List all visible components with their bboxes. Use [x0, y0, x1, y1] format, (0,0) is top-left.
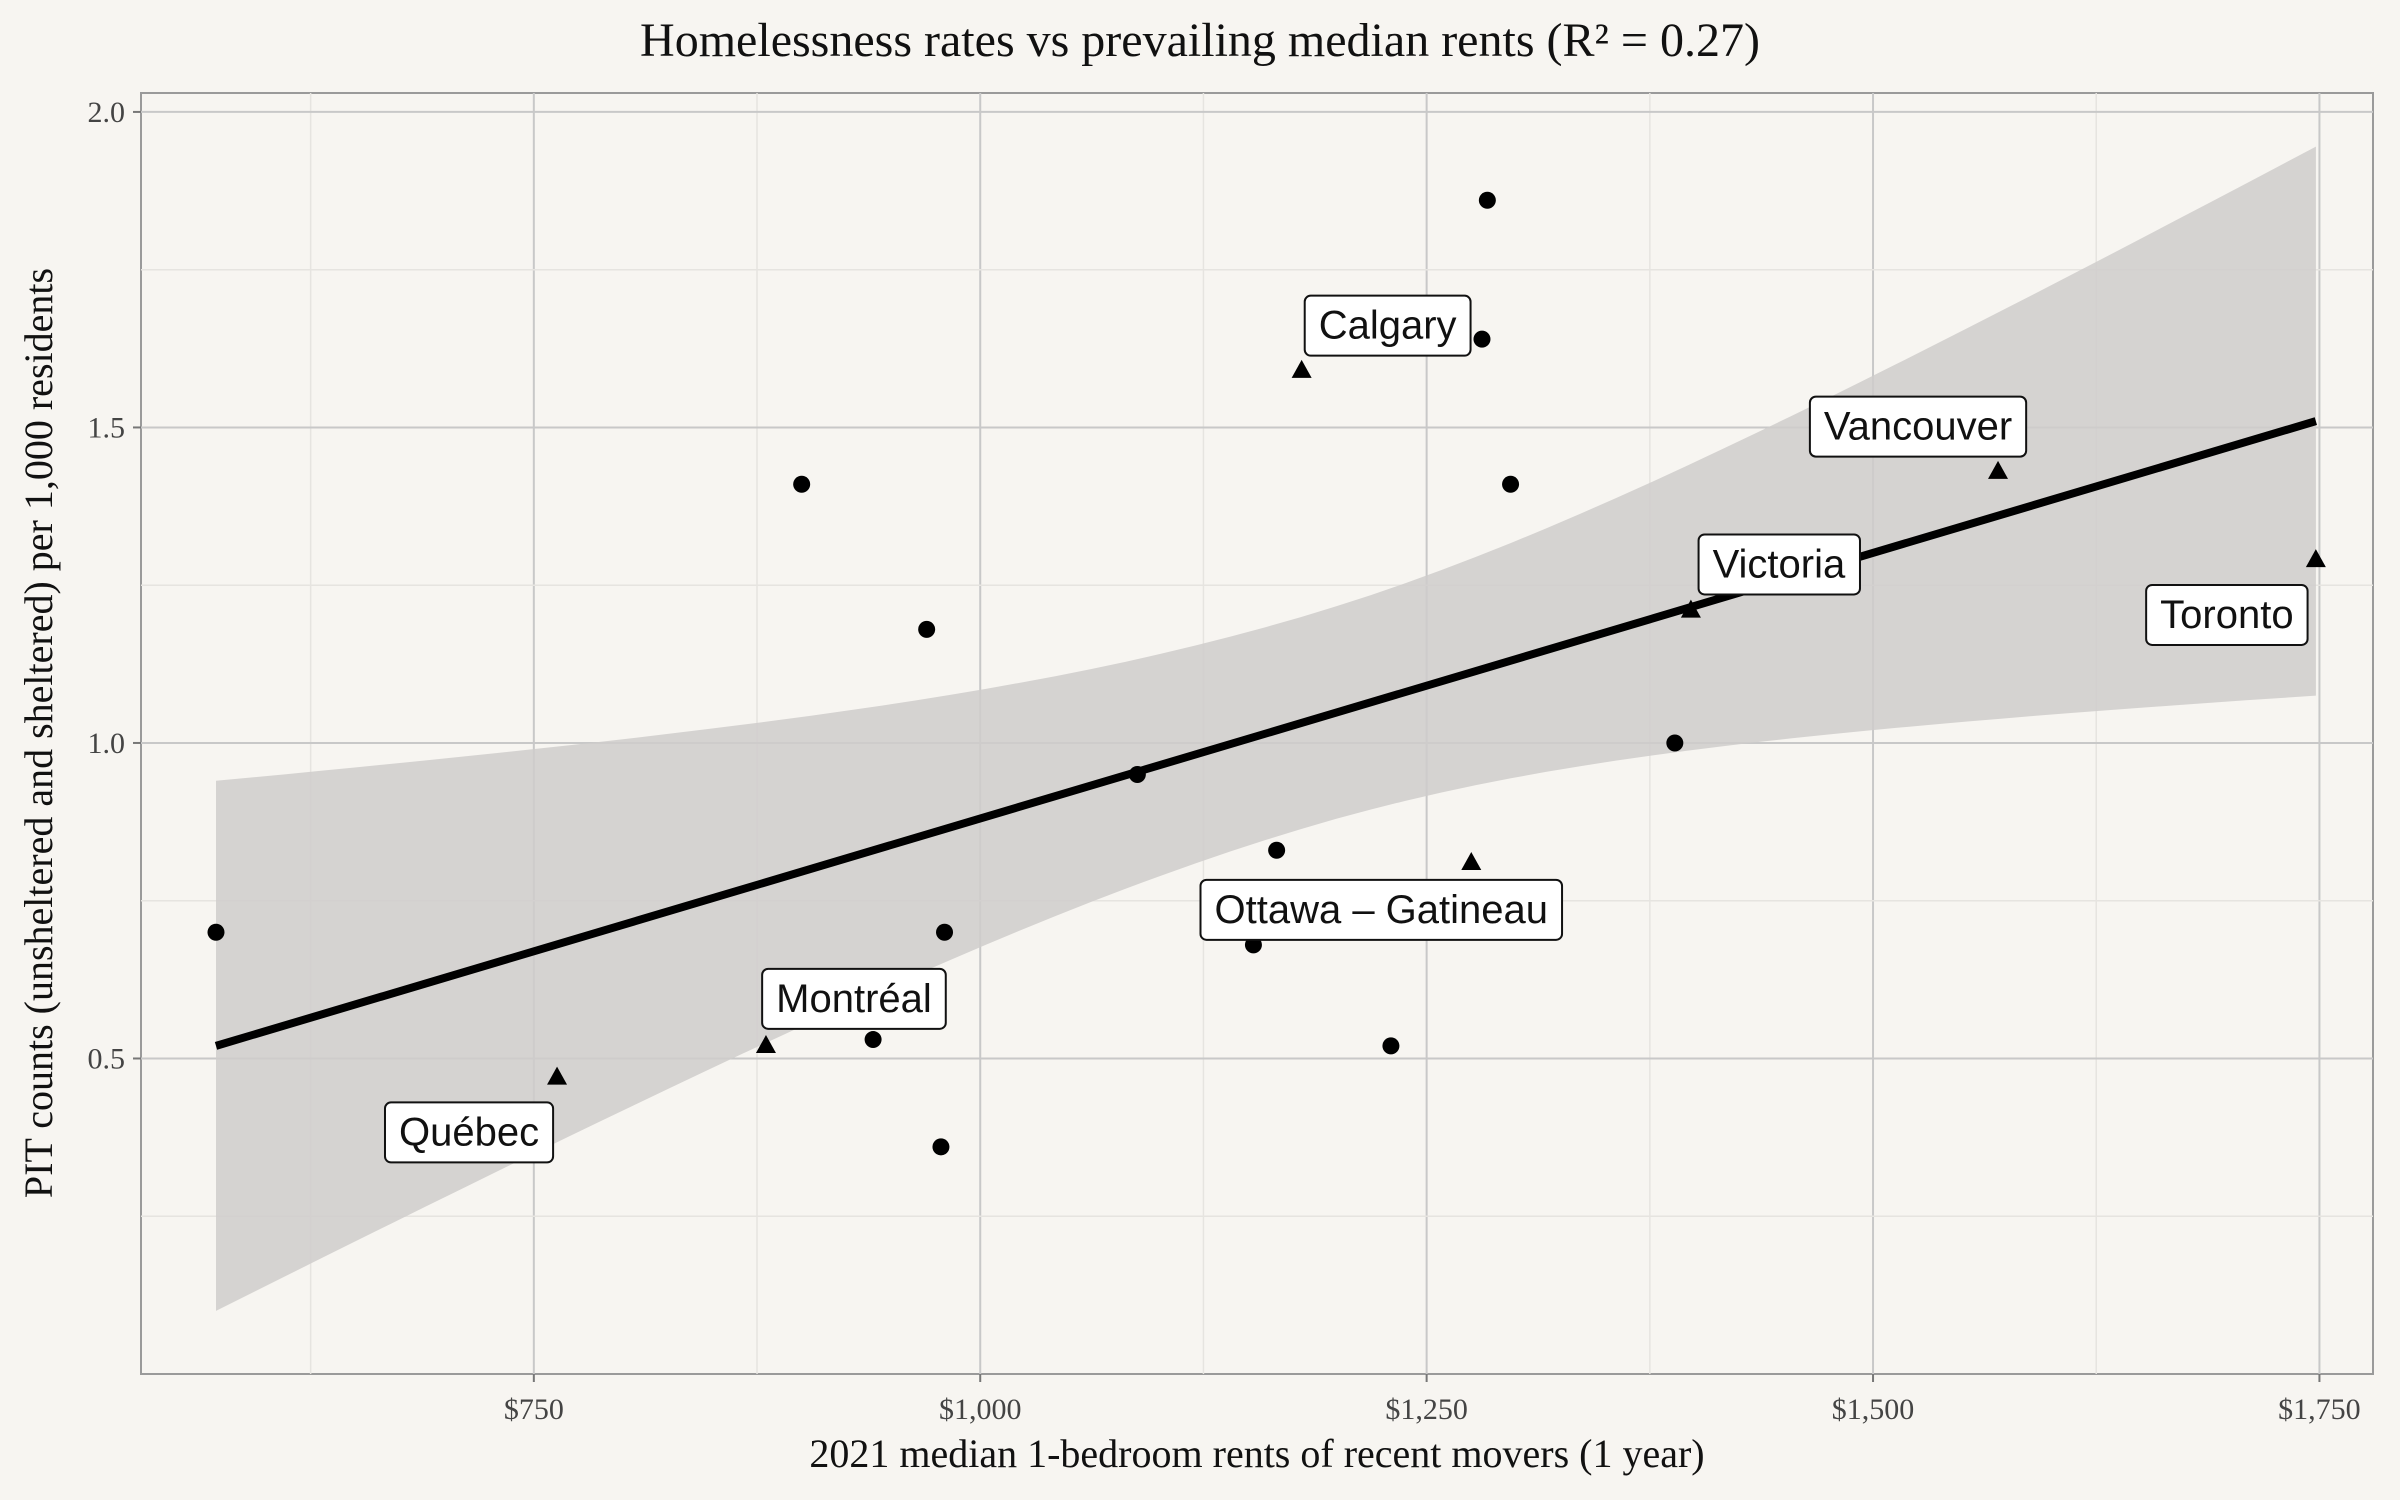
city-label-text: Victoria — [1713, 542, 1846, 586]
data-point — [936, 923, 954, 941]
x-tick-label: $750 — [504, 1393, 564, 1426]
data-point — [1268, 841, 1286, 859]
chart-title: Homelessness rates vs prevailing median … — [640, 14, 1760, 67]
data-point — [793, 475, 811, 493]
data-point — [1473, 330, 1491, 348]
city-label-text: Toronto — [2160, 593, 2293, 637]
city-label-ottawa-gatineau: Ottawa – Gatineau — [1199, 878, 1564, 941]
city-label-calgary: Calgary — [1303, 294, 1472, 357]
city-label-vancouver: Vancouver — [1808, 395, 2028, 458]
data-point — [918, 620, 936, 638]
city-label-victoria: Victoria — [1697, 533, 1861, 596]
x-tick-label: $1,250 — [1385, 1393, 1468, 1426]
data-point — [207, 923, 225, 941]
data-point-montreal — [755, 1035, 776, 1054]
y-tick-label: 1.5 — [88, 411, 126, 444]
city-label-box — [383, 1101, 555, 1164]
data-point-victoria — [1680, 599, 1701, 618]
city-label-box — [2145, 583, 2309, 646]
data-point-calgary — [1291, 359, 1312, 378]
city-labels: Québec Montréal Calgary Ottawa – Gatineau Vi… — [383, 294, 2309, 1164]
data-point — [1478, 191, 1496, 209]
data-point — [1382, 1037, 1400, 1055]
x-tick-label: $1,000 — [939, 1393, 1022, 1426]
data-point-quebec — [547, 1066, 568, 1085]
regression-line — [214, 417, 2318, 1050]
city-label-montreal: Montréal — [761, 967, 947, 1030]
fit-line-group — [214, 417, 2318, 1050]
city-label-toronto: Toronto — [2145, 583, 2309, 646]
confidence-band-group — [216, 146, 2316, 1311]
x-axis-title: 2021 median 1-bedroom rents of recent mo… — [809, 1431, 1704, 1476]
city-label-box — [1303, 294, 1472, 357]
city-label-box — [761, 967, 947, 1030]
city-label-box — [1697, 533, 1861, 596]
city-label-text: Québec — [399, 1110, 539, 1154]
city-label-text: Vancouver — [1824, 405, 2012, 449]
data-point — [932, 1138, 950, 1156]
x-tick-label: $1,500 — [1832, 1393, 1915, 1426]
confidence-band — [216, 146, 2316, 1311]
data-point-toronto — [2305, 549, 2326, 568]
data-point — [1502, 475, 1520, 493]
data-point — [1666, 734, 1684, 752]
x-tick-label: $1,750 — [2278, 1393, 2361, 1426]
axis-ticks: $750 $1,000 $1,250 $1,500 $1,750 0.5 1.0 1.5 2.0 — [88, 96, 2361, 1426]
city-label-text: Calgary — [1319, 304, 1457, 348]
city-label-text: Montréal — [776, 977, 932, 1021]
data-points — [207, 191, 2326, 1156]
y-tick-label: 1.0 — [88, 727, 126, 760]
data-point — [864, 1031, 882, 1049]
data-point — [1128, 766, 1146, 784]
city-label-box — [1808, 395, 2028, 458]
city-label-text: Ottawa – Gatineau — [1214, 888, 1548, 932]
city-label-quebec: Québec — [383, 1101, 555, 1164]
y-axis-title: PIT counts (unsheltered and sheltered) p… — [16, 268, 61, 1198]
data-point-vancouver — [1988, 460, 2009, 479]
data-point-ottawa-gatineau — [1461, 852, 1482, 871]
y-tick-label: 0.5 — [88, 1042, 126, 1075]
y-tick-label: 2.0 — [88, 96, 126, 129]
city-label-box — [1199, 878, 1564, 941]
